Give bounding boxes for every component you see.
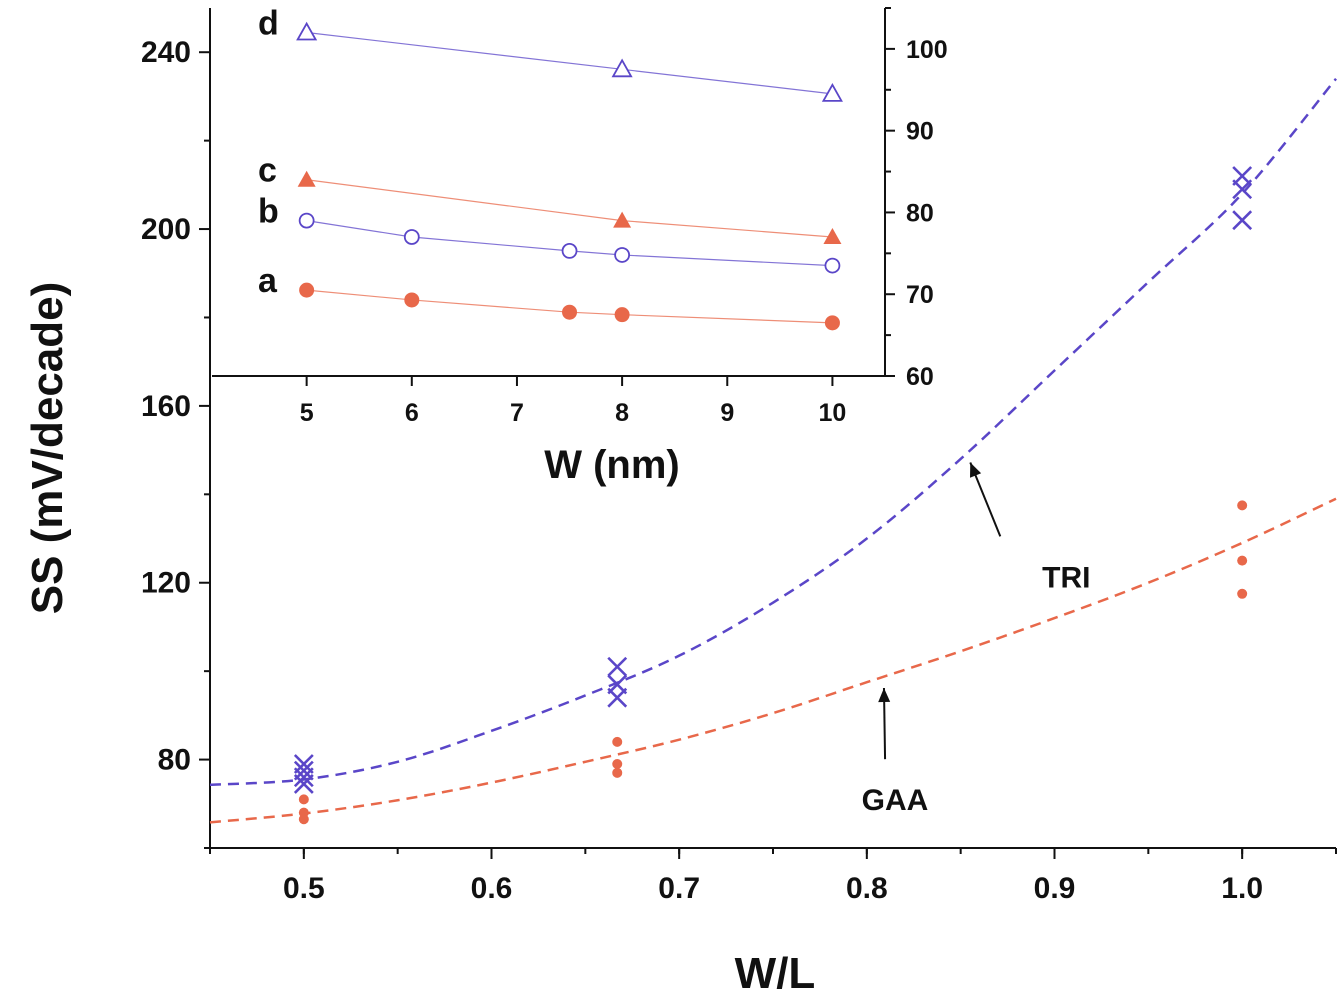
main-x-tick-label: 0.6 <box>471 872 513 905</box>
inset-x-ticks: 5 6 7 8 9 10 <box>300 376 847 427</box>
inset-point-a <box>562 304 578 320</box>
main-y-tick-label: 120 <box>141 567 191 600</box>
inset-point-b <box>298 212 315 229</box>
main-x-axis-title: W/L <box>735 949 816 998</box>
main-y-tick-label: 240 <box>141 36 191 69</box>
data-point-tri <box>1232 179 1253 200</box>
main-x-tick-label: 1.0 <box>1221 872 1263 905</box>
inset-y-tick-label: 70 <box>906 281 934 309</box>
fit-curve-gaa <box>209 497 1337 824</box>
inset-x-tick-label: 9 <box>720 399 734 427</box>
inset-y-tick-label: 80 <box>906 199 934 227</box>
data-point-gaa <box>1237 555 1248 566</box>
inset-point-a <box>614 307 630 323</box>
data-point-tri <box>293 767 314 788</box>
data-point-gaa <box>298 814 309 825</box>
inset-series-a: a <box>258 262 840 331</box>
annotation-gaa: GAA <box>862 687 929 817</box>
inset-series-label: a <box>258 262 278 300</box>
data-point-gaa <box>298 794 309 805</box>
main-plot: 0.5 0.6 0.7 0.8 0.9 1.0 80 120 160 200 240 TRI GAA… <box>23 8 1337 998</box>
main-x-tick-label: 0.5 <box>283 872 325 905</box>
inset-series-label: b <box>258 193 279 231</box>
inset-series-d: d <box>258 5 843 102</box>
main-fit-curves <box>209 77 1337 824</box>
data-point-gaa <box>612 767 623 778</box>
inset-point-a <box>824 315 840 331</box>
inset-series-label: c <box>258 152 277 190</box>
inset-plot: 5 6 7 8 9 10 60 70 80 90 100 abc d W (nm) <box>212 5 948 487</box>
inset-right-y-ticks: 60 70 80 90 100 <box>885 7 948 391</box>
inset-point-c <box>297 170 316 187</box>
inset-y-tick-label: 90 <box>906 118 934 146</box>
data-point-gaa <box>1237 588 1248 599</box>
annotation-label: TRI <box>1042 562 1090 595</box>
inset-series: abc d <box>258 5 843 331</box>
main-annotations: TRI GAA <box>862 462 1090 817</box>
inset-series-b: b <box>258 193 841 274</box>
main-data-points <box>293 166 1253 825</box>
main-x-tick-label: 0.7 <box>658 872 700 905</box>
inset-point-c <box>613 211 632 228</box>
data-point-gaa <box>612 736 623 747</box>
inset-x-tick-label: 8 <box>615 399 629 427</box>
inset-x-tick-label: 10 <box>819 399 847 427</box>
data-point-gaa <box>1237 500 1248 511</box>
inset-background <box>212 8 885 376</box>
annotation-tri: TRI <box>969 462 1090 595</box>
inset-x-axis-title: W (nm) <box>544 443 680 487</box>
inset-y-tick-label: 100 <box>906 36 948 64</box>
inset-point-c <box>823 227 842 244</box>
inset-point-a <box>299 282 315 298</box>
inset-x-tick-label: 5 <box>300 399 314 427</box>
main-y-tick-label: 160 <box>141 390 191 423</box>
inset-point-a <box>404 292 420 308</box>
data-point-tri <box>1232 210 1253 231</box>
main-x-tick-label: 0.9 <box>1034 872 1076 905</box>
inset-point-b <box>824 257 841 274</box>
main-x-tick-label: 0.8 <box>846 872 888 905</box>
main-y-ticks: 80 120 160 200 240 <box>141 36 210 849</box>
inset-point-d <box>821 83 843 102</box>
fit-curve-tri <box>209 77 1337 787</box>
inset-x-tick-label: 7 <box>510 399 524 427</box>
inset-y-tick-label: 60 <box>906 363 934 391</box>
main-y-tick-label: 200 <box>141 213 191 246</box>
main-y-tick-label: 80 <box>158 744 191 777</box>
data-point-gaa <box>612 759 623 769</box>
inset-point-b <box>614 247 631 263</box>
inset-point-b <box>561 242 578 259</box>
inset-point-d <box>611 58 633 78</box>
inset-point-b <box>403 229 420 245</box>
data-point-tri <box>607 687 628 708</box>
inset-series-c: c <box>258 152 842 244</box>
inset-series-label: d <box>258 5 279 43</box>
main-y-axis-title: SS (mV/decade) <box>23 282 72 615</box>
annotation-label: GAA <box>862 784 929 817</box>
inset-point-d <box>296 21 318 41</box>
data-point-tri <box>293 773 314 794</box>
main-x-ticks: 0.5 0.6 0.7 0.8 0.9 1.0 <box>209 848 1337 905</box>
data-point-tri <box>607 656 628 677</box>
inset-x-tick-label: 6 <box>405 399 419 427</box>
